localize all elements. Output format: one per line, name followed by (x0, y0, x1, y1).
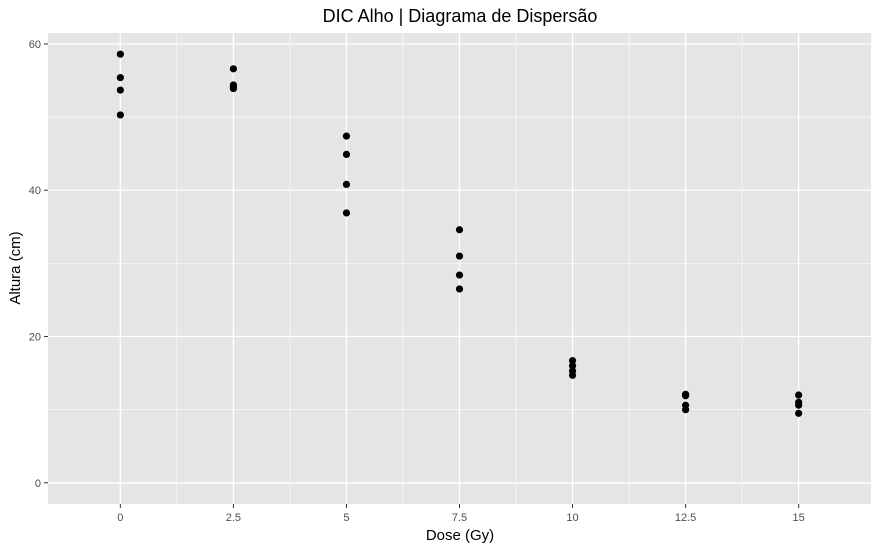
data-point (795, 391, 803, 399)
data-point (455, 271, 464, 279)
y-tick-label: 20 (29, 332, 41, 344)
y-tick-label: 60 (29, 39, 41, 51)
y-axis-ticks: 0 20 40 60 (29, 39, 48, 490)
data-point (795, 409, 803, 417)
data-point (455, 285, 464, 293)
y-axis-title: Altura (cm) (7, 231, 24, 304)
data-point (342, 209, 351, 217)
data-point (116, 50, 124, 58)
y-tick-label: 0 (35, 478, 41, 490)
data-point (342, 132, 351, 140)
data-point (681, 406, 690, 414)
x-axis-ticks: 0 2.5 5 7.5 10 12.5 15 (117, 504, 805, 524)
x-tick-label: 0 (117, 512, 123, 524)
data-point (455, 226, 464, 234)
y-tick-label: 40 (29, 185, 41, 197)
data-point (229, 84, 238, 93)
x-tick-label: 12.5 (675, 512, 696, 524)
x-tick-label: 10 (566, 512, 578, 524)
data-point (342, 150, 351, 159)
data-point (116, 86, 124, 94)
data-point (116, 111, 124, 119)
x-tick-label: 7.5 (452, 512, 467, 524)
x-axis-title: Dose (Gy) (426, 527, 494, 544)
x-tick-label: 15 (793, 512, 805, 524)
data-point (342, 180, 351, 188)
data-point (229, 65, 238, 73)
data-point (795, 401, 803, 409)
major-gridlines (48, 33, 871, 504)
data-point (568, 357, 577, 365)
data-point (568, 362, 577, 370)
x-tick-label: 5 (343, 512, 349, 524)
data-point (568, 371, 577, 379)
chart-title: DIC Alho | Diagrama de Dispersão (323, 6, 598, 26)
data-point (455, 252, 464, 260)
data-point (681, 392, 690, 400)
x-tick-label: 2.5 (226, 512, 241, 524)
data-points (116, 50, 803, 417)
data-point (116, 74, 124, 82)
